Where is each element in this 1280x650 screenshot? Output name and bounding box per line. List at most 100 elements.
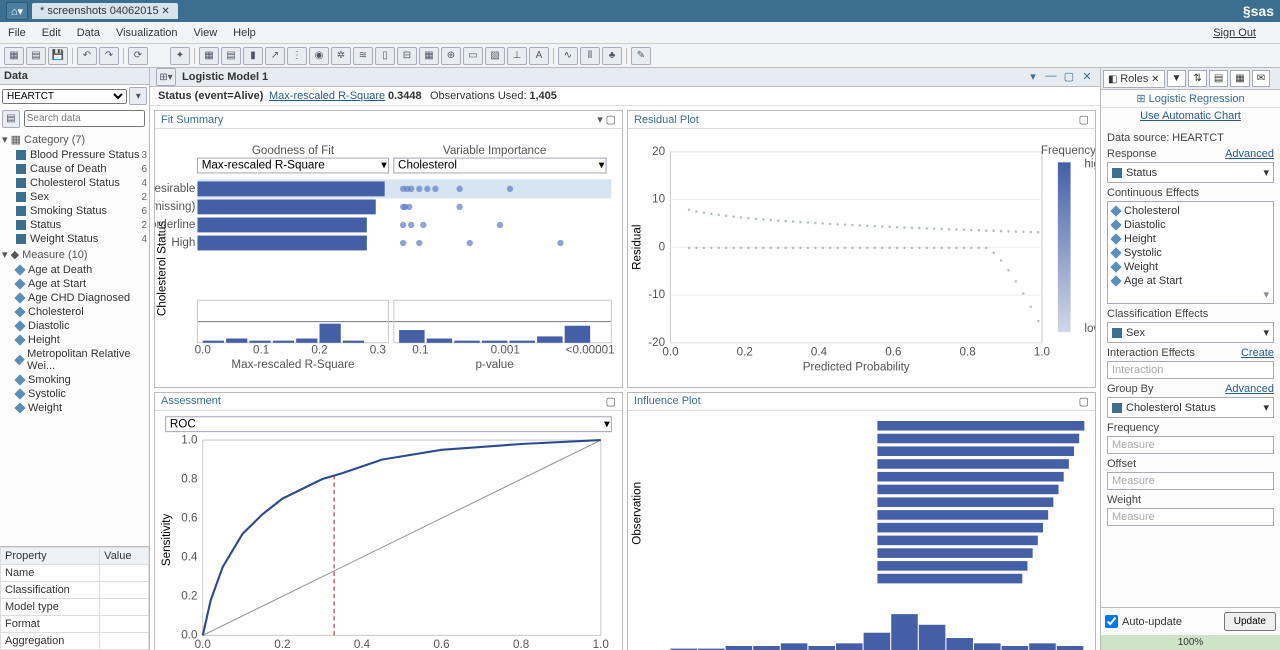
tb-geo-icon[interactable]: ⊕ xyxy=(441,47,461,65)
rank-tab-icon[interactable]: ⇅ xyxy=(1188,70,1206,87)
effect-item[interactable]: Systolic xyxy=(1112,246,1269,260)
groupby-box[interactable]: Cholesterol Status▾ xyxy=(1107,397,1274,418)
tb-custom-icon[interactable]: ✎ xyxy=(631,47,651,65)
home-button[interactable]: ⌂▾ xyxy=(6,2,28,20)
data-item[interactable]: Blood Pressure Status3 xyxy=(2,148,147,162)
tb-word-icon[interactable]: A xyxy=(529,47,549,65)
svg-text:0.4: 0.4 xyxy=(181,550,198,563)
data-item[interactable]: Cause of Death6 xyxy=(2,162,147,176)
data-item[interactable]: Cholesterol xyxy=(2,305,147,319)
tb-open-icon[interactable]: ▤ xyxy=(26,47,46,65)
data-item[interactable]: Systolic xyxy=(2,387,147,401)
roles-tab[interactable]: ◧ Roles ✕ xyxy=(1103,70,1165,88)
model-type-icon[interactable]: ⊞▾ xyxy=(156,68,176,86)
offset-box[interactable]: Measure xyxy=(1107,472,1274,490)
maximize-icon[interactable]: ▢ xyxy=(1062,70,1076,84)
tb-scatter-icon[interactable]: ⋮ xyxy=(287,47,307,65)
auto-update-checkbox[interactable] xyxy=(1105,615,1118,628)
tb-network-icon[interactable]: ✲ xyxy=(331,47,351,65)
tb-undo-icon[interactable]: ↶ xyxy=(77,47,97,65)
tb-histogram-icon[interactable]: ▯ xyxy=(375,47,395,65)
influence-panel: Influence Plot▢ Observation-2-1012Likeli… xyxy=(627,392,1096,650)
tb-treemap-icon[interactable]: ▭ xyxy=(463,47,483,65)
minimize-icon[interactable]: ▾ xyxy=(1026,70,1040,84)
workspace-tab[interactable]: * screenshots 04062015 ✕ xyxy=(32,3,178,19)
tb-bar-icon[interactable]: ▮ xyxy=(243,47,263,65)
tb-redo-icon[interactable]: ↷ xyxy=(99,47,119,65)
close-icon[interactable]: ✕ xyxy=(1080,70,1094,84)
tb-table-icon[interactable]: ▦ xyxy=(199,47,219,65)
comment-tab-icon[interactable]: ✉ xyxy=(1252,70,1270,87)
collapse-icon[interactable]: — xyxy=(1044,70,1058,84)
menu-view[interactable]: View xyxy=(194,27,218,39)
tb-sankey-icon[interactable]: ≋ xyxy=(353,47,373,65)
data-filter-icon[interactable]: ▾ xyxy=(129,87,147,105)
tb-box-icon[interactable]: ⊟ xyxy=(397,47,417,65)
tb-auto-icon[interactable]: ✦ xyxy=(170,47,190,65)
data-item[interactable]: Sex2 xyxy=(2,190,147,204)
panel-max-icon[interactable]: ▢ xyxy=(1079,396,1089,408)
menu-edit[interactable]: Edit xyxy=(42,27,61,39)
effect-item[interactable]: Diastolic xyxy=(1112,218,1269,232)
classification-box[interactable]: Sex▾ xyxy=(1107,322,1274,343)
tb-refresh-icon[interactable]: ⟳ xyxy=(128,47,148,65)
tb-bubble-icon[interactable]: ◉ xyxy=(309,47,329,65)
panel-menu-icon[interactable]: ▾ xyxy=(597,114,603,126)
category-group[interactable]: ▾ ▦ Category (7) xyxy=(2,131,147,148)
continuous-effects-box[interactable]: CholesterolDiastolicHeightSystolicWeight… xyxy=(1107,201,1274,304)
svg-text:0.2: 0.2 xyxy=(737,346,753,359)
effect-item[interactable]: Age at Start xyxy=(1112,274,1269,288)
data-item[interactable]: Diastolic xyxy=(2,319,147,333)
menu-data[interactable]: Data xyxy=(77,27,100,39)
update-button[interactable]: Update xyxy=(1224,612,1276,631)
response-box[interactable]: Status▾ xyxy=(1107,162,1274,183)
tb-crosstab-icon[interactable]: ▤ xyxy=(221,47,241,65)
sign-out-link[interactable]: Sign Out xyxy=(1213,27,1256,39)
data-item[interactable]: Smoking Status6 xyxy=(2,204,147,218)
weight-box[interactable]: Measure xyxy=(1107,508,1274,526)
auto-chart-link[interactable]: Use Automatic Chart xyxy=(1101,108,1280,124)
rsquare-link[interactable]: Max-rescaled R-Square xyxy=(269,90,385,102)
tb-forecast-icon[interactable]: ∿ xyxy=(558,47,578,65)
props-tab-icon[interactable]: ▤ xyxy=(1209,70,1228,87)
svg-text:0.4: 0.4 xyxy=(811,346,828,359)
menu-help[interactable]: Help xyxy=(233,27,256,39)
data-item[interactable]: Smoking xyxy=(2,373,147,387)
measure-group[interactable]: ▾ ◆ Measure (10) xyxy=(2,246,147,263)
tb-decision-icon[interactable]: ♣ xyxy=(602,47,622,65)
data-item[interactable]: Status2 xyxy=(2,218,147,232)
tb-tree-icon[interactable]: ⊥ xyxy=(507,47,527,65)
style-tab-icon[interactable]: ▦ xyxy=(1230,70,1249,87)
create-link[interactable]: Create xyxy=(1241,347,1274,359)
data-item[interactable]: Weight xyxy=(2,401,147,415)
search-input[interactable] xyxy=(24,110,145,127)
data-item[interactable]: Height xyxy=(2,333,147,347)
panel-max-icon[interactable]: ▢ xyxy=(606,114,616,126)
data-opts-icon[interactable]: ▤ xyxy=(2,110,20,128)
panel-max-icon[interactable]: ▢ xyxy=(1079,114,1089,126)
data-source-select[interactable]: HEARTCT xyxy=(2,89,127,104)
tb-corr-icon[interactable]: ▨ xyxy=(485,47,505,65)
frequency-box[interactable]: Measure xyxy=(1107,436,1274,454)
data-item[interactable]: Age at Start xyxy=(2,277,147,291)
data-item[interactable]: Cholesterol Status4 xyxy=(2,176,147,190)
menu-file[interactable]: File xyxy=(8,27,26,39)
advanced-link[interactable]: Advanced xyxy=(1225,148,1274,160)
filter-tab-icon[interactable]: ▼ xyxy=(1167,70,1187,87)
data-item[interactable]: Metropolitan Relative Wei... xyxy=(2,347,147,373)
tb-heatmap-icon[interactable]: ▦ xyxy=(419,47,439,65)
advanced-link-2[interactable]: Advanced xyxy=(1225,383,1274,395)
tb-parallel-icon[interactable]: ⫴ xyxy=(580,47,600,65)
tb-new-icon[interactable]: ▦ xyxy=(4,47,24,65)
effect-item[interactable]: Height xyxy=(1112,232,1269,246)
data-item[interactable]: Age at Death xyxy=(2,263,147,277)
panel-max-icon[interactable]: ▢ xyxy=(606,396,616,408)
data-item[interactable]: Age CHD Diagnosed xyxy=(2,291,147,305)
tb-line-icon[interactable]: ↗ xyxy=(265,47,285,65)
data-item[interactable]: Weight Status4 xyxy=(2,232,147,246)
tb-save-icon[interactable]: 💾 xyxy=(48,47,68,65)
menu-visualization[interactable]: Visualization xyxy=(116,27,178,39)
effect-item[interactable]: Weight xyxy=(1112,260,1269,274)
interaction-box[interactable]: Interaction xyxy=(1107,361,1274,379)
effect-item[interactable]: Cholesterol xyxy=(1112,204,1269,218)
